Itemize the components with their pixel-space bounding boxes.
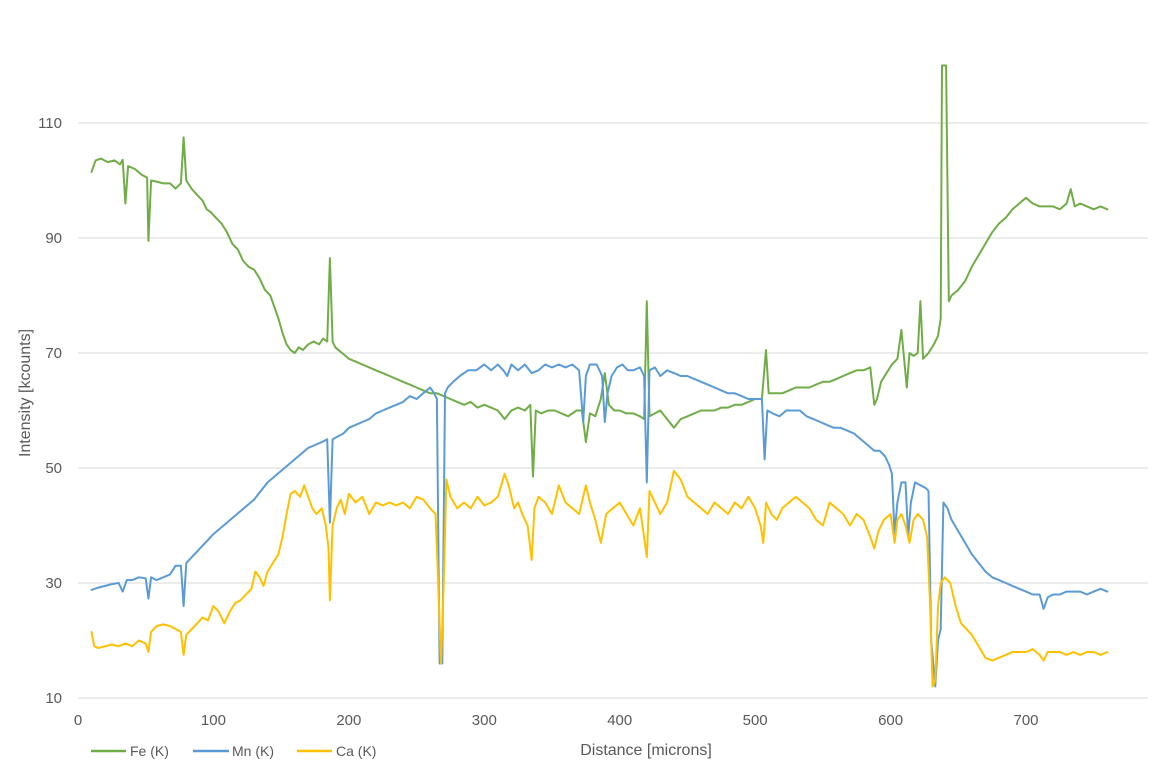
x-tick-label: 100 (201, 712, 226, 729)
x-tick-label: 300 (472, 712, 497, 729)
y-tick-label: 50 (45, 460, 62, 477)
y-tick-label: 110 (38, 115, 62, 132)
legend-label-fe: Fe (K) (130, 743, 169, 759)
y-tick-label: 10 (45, 690, 62, 707)
x-tick-label: 0 (74, 712, 82, 729)
x-axis-ticks: 0 100 200 300 400 500 600 700 (74, 712, 1039, 729)
x-tick-label: 600 (878, 712, 903, 729)
x-tick-label: 400 (607, 712, 632, 729)
series-layer (90, 64, 1109, 688)
y-tick-label: 90 (45, 230, 62, 247)
x-tick-label: 500 (743, 712, 768, 729)
x-tick-label: 200 (336, 712, 361, 729)
series-mn[interactable] (90, 363, 1109, 688)
legend-item-fe[interactable]: Fe (K) (91, 743, 169, 759)
y-axis-title: Intensity [kcounts] (17, 329, 34, 457)
legend-item-ca[interactable]: Ca (K) (297, 743, 376, 759)
x-axis-title: Distance [microns] (580, 742, 712, 759)
y-tick-label: 30 (45, 575, 62, 592)
legend: Fe (K) Mn (K) Ca (K) (91, 743, 376, 759)
y-tick-label: 70 (45, 345, 62, 362)
series-fe[interactable] (90, 64, 1109, 478)
legend-label-mn: Mn (K) (232, 743, 274, 759)
legend-item-mn[interactable]: Mn (K) (193, 743, 274, 759)
legend-label-ca: Ca (K) (336, 743, 376, 759)
x-tick-label: 700 (1013, 712, 1038, 729)
series-ca[interactable] (90, 469, 1109, 688)
gridlines (78, 122, 1148, 699)
y-axis-ticks: 10 30 50 70 90 110 (38, 115, 62, 707)
